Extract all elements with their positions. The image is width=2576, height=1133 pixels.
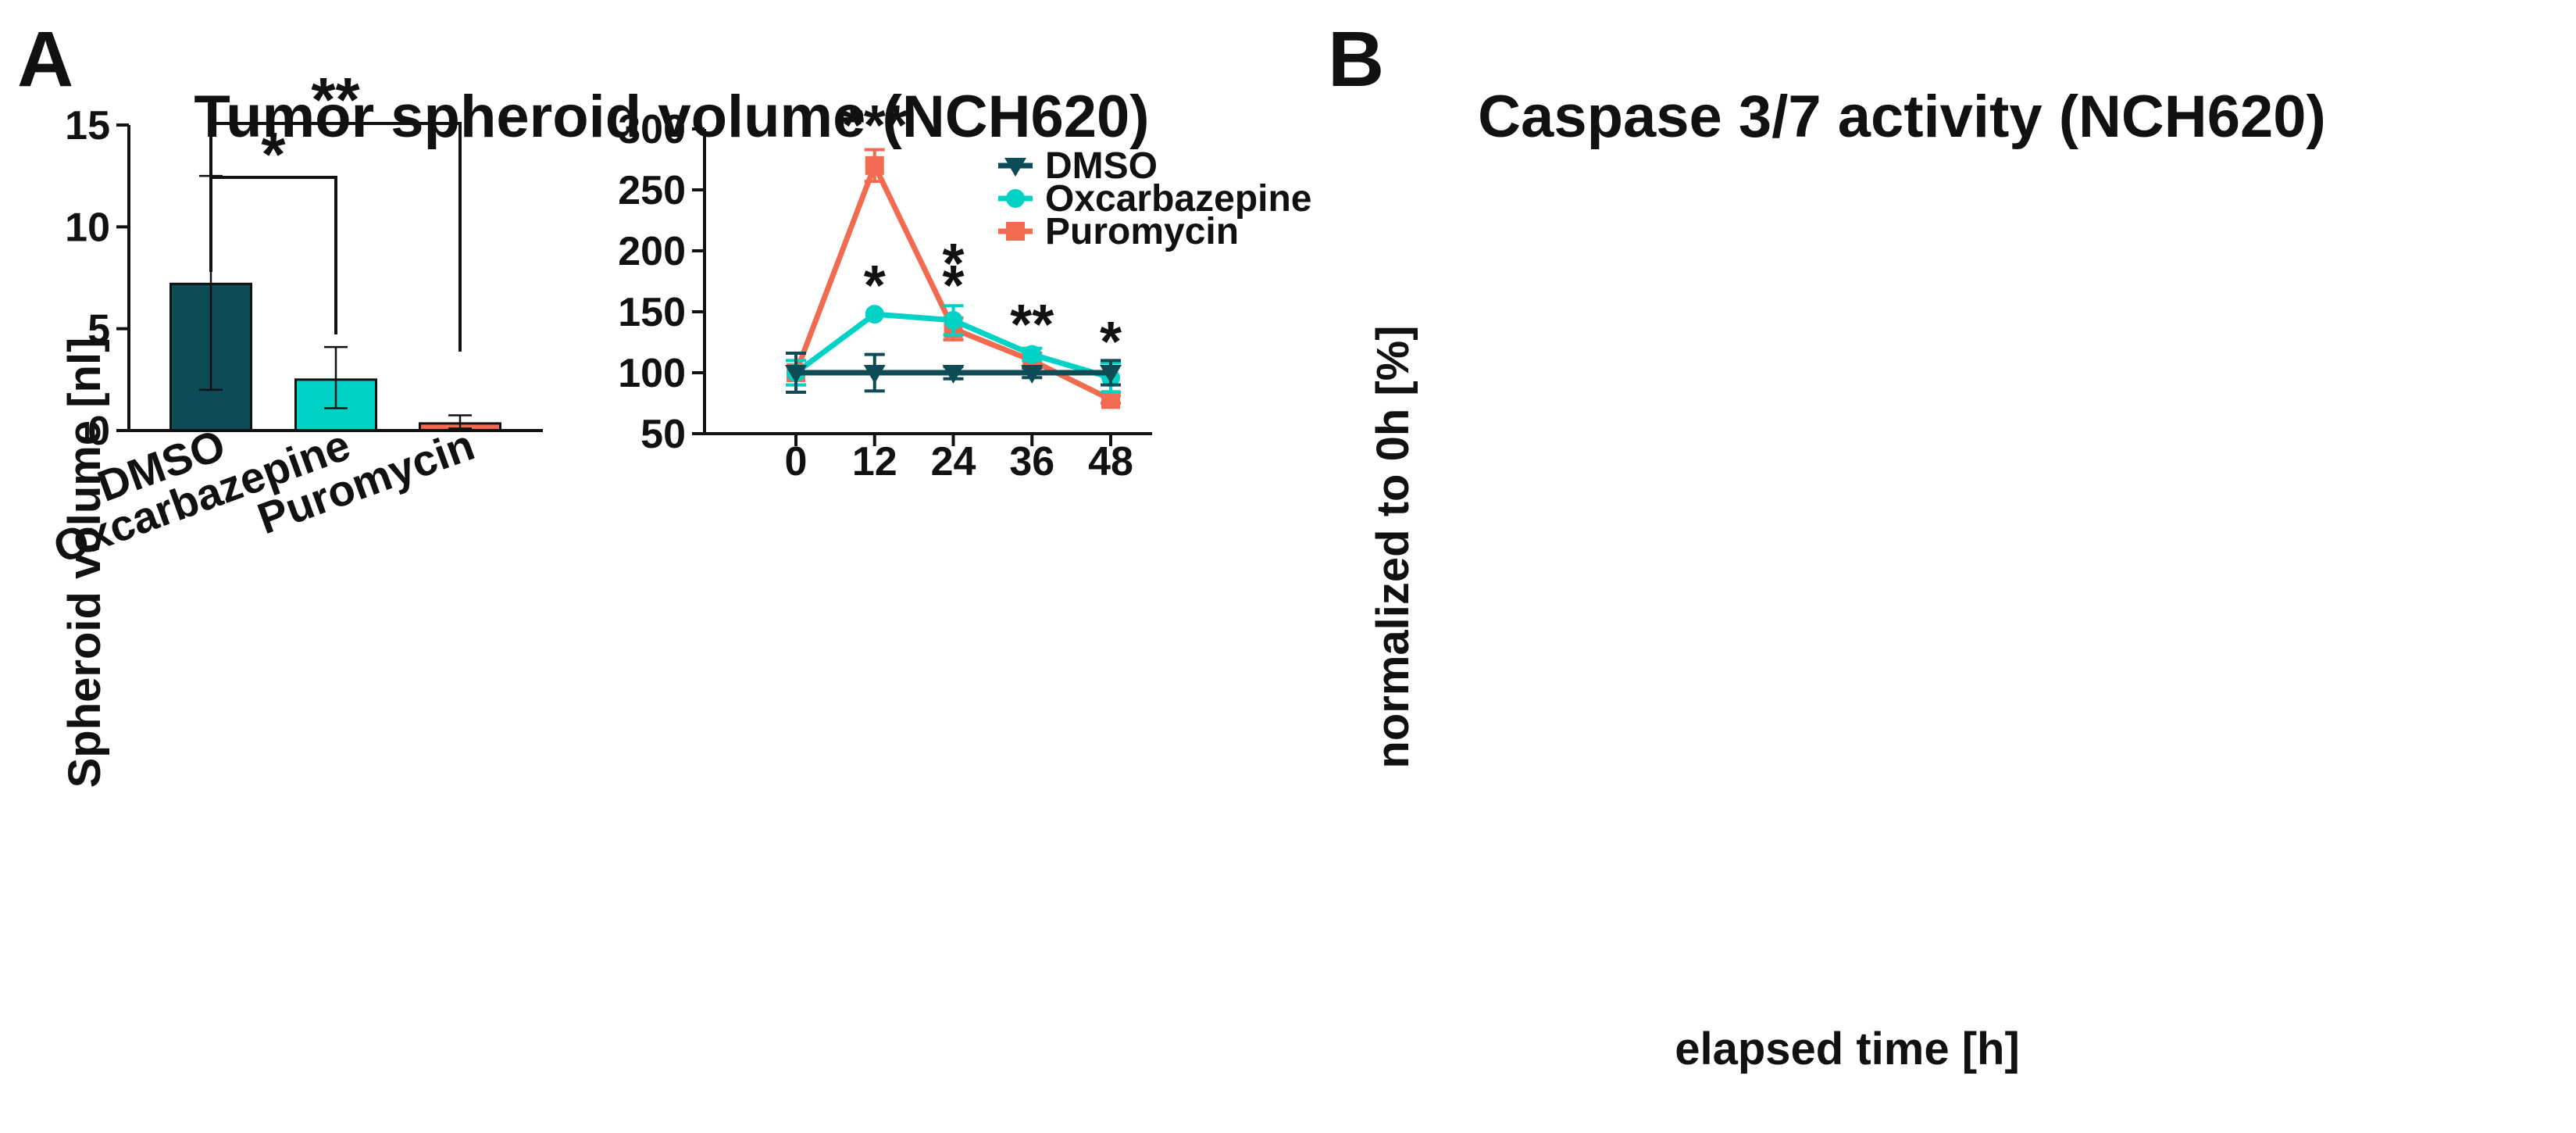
significance-label-puromycin: ***	[842, 95, 908, 157]
y-tick-label: 15	[65, 103, 110, 148]
y-tick-label: 150	[618, 290, 686, 335]
data-point-dmso	[785, 365, 807, 384]
data-point-oxcarbazepine	[1022, 345, 1042, 364]
data-point-oxcarbazepine	[865, 305, 884, 324]
panel-a-ylabel: Spheroid volume [nl]	[59, 338, 110, 788]
x-tick-label: 0	[785, 439, 808, 484]
significance-label: **	[311, 65, 360, 134]
y-tick-label: 0	[87, 409, 110, 454]
y-tick-label: 10	[65, 205, 110, 250]
panel-a-title: Tumor spheroid volume (NCH620)	[194, 84, 1149, 150]
panel-b-xlabel: elapsed time [h]	[1675, 1024, 2020, 1074]
data-point-dmso	[942, 365, 965, 384]
legend-label-puromycin: Puromycin	[1045, 211, 1239, 252]
y-tick-label: 5	[87, 307, 110, 352]
significance-bracket	[209, 122, 462, 352]
y-tick-label: 50	[640, 412, 686, 457]
significance-label: *	[261, 120, 286, 189]
data-point-dmso	[863, 365, 886, 384]
panel-a-label: A	[17, 16, 73, 103]
significance-label-oxcarbazepine: **	[1010, 294, 1054, 356]
x-tick-label: 24	[931, 439, 976, 484]
significance-label-oxcarbazepine: *	[864, 255, 886, 317]
data-point-dmso	[1021, 365, 1044, 384]
legend-marker-oxcarbazepine	[1006, 189, 1025, 208]
legend-label-oxcarbazepine: Oxcarbazepine	[1045, 178, 1311, 220]
panel-b-title: Caspase 3/7 activity (NCH620)	[1478, 84, 2326, 150]
significance-label-puromycin: *	[942, 233, 964, 295]
y-tick-label: 200	[618, 229, 686, 274]
y-tick-label: 100	[618, 351, 686, 396]
legend-marker-dmso	[1004, 158, 1026, 177]
y-tick-label: 250	[618, 168, 686, 213]
legend-label-dmso: DMSO	[1045, 145, 1158, 187]
panel-b-ylabel: normalized to 0h [%]	[1368, 325, 1418, 768]
data-point-dmso	[1100, 365, 1122, 384]
x-tick-label: 36	[1009, 439, 1054, 484]
panel-b-label: B	[1328, 16, 1384, 103]
data-point-puromycin	[865, 155, 884, 175]
x-tick-label: 12	[852, 439, 897, 484]
legend-marker-puromycin	[1006, 222, 1025, 241]
x-tick-label: 48	[1088, 439, 1133, 484]
significance-label-oxcarbazepine: *	[942, 255, 964, 317]
y-tick-label: 300	[618, 107, 686, 152]
data-point-oxcarbazepine	[944, 310, 963, 330]
significance-label-puromycin: *	[1100, 311, 1122, 373]
